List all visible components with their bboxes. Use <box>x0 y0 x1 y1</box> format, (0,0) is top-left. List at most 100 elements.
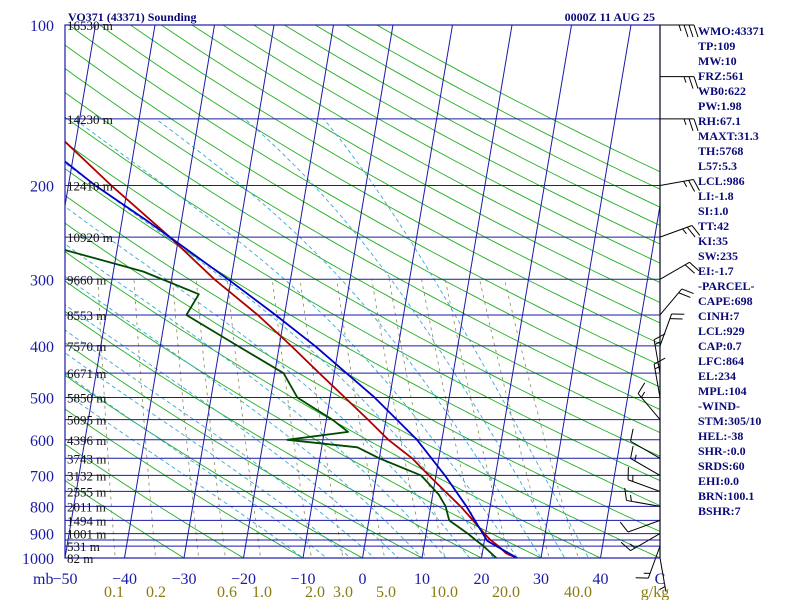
axis-prefix-label: mb <box>33 571 53 588</box>
isotherm <box>65 25 96 209</box>
dry-adiabat <box>65 443 245 558</box>
height-label: 4396 m <box>67 433 106 448</box>
moist-adiabat <box>65 392 304 558</box>
dry-adiabat <box>65 479 185 558</box>
wind-barb <box>659 288 694 316</box>
temperature-trace <box>65 140 518 558</box>
chart-title: VO371 (43371) Sounding <box>68 10 196 24</box>
moist-adiabat <box>65 329 376 558</box>
height-label: 12410 m <box>67 178 113 193</box>
mixing-ratio-label: 5.0 <box>376 584 396 600</box>
wind-barbs <box>619 24 701 592</box>
index-entry: PW:1.98 <box>698 99 742 113</box>
isotherm <box>362 25 453 558</box>
height-label: 3132 m <box>67 468 106 483</box>
index-entry: L57:5.3 <box>698 159 737 173</box>
index-entry: TH:5768 <box>698 144 743 158</box>
index-entry: LI:-1.8 <box>698 189 734 203</box>
pressure-label: 600 <box>30 433 54 450</box>
dry-adiabat <box>65 44 660 388</box>
isotherm <box>540 25 632 558</box>
dry-adiabat <box>191 25 660 284</box>
pressure-label: 700 <box>30 468 54 485</box>
index-entry: KI:35 <box>698 234 728 248</box>
isotherm <box>65 25 156 558</box>
index-entry: CAP:0.7 <box>698 339 742 353</box>
index-entry: SI:1.0 <box>698 204 728 218</box>
pressure-label: 500 <box>30 391 54 408</box>
isotherm <box>600 202 660 558</box>
dry-adiabat <box>65 408 304 558</box>
isotherm <box>481 25 572 558</box>
index-entry: LFC:864 <box>698 354 744 368</box>
dry-adiabat <box>65 280 543 558</box>
height-label: 14230 m <box>67 112 113 127</box>
dry-adiabat <box>65 116 660 457</box>
index-entry: WMO:43371 <box>698 24 765 38</box>
height-label: 1001 m <box>67 527 106 542</box>
height-label: 531 m <box>67 539 100 554</box>
index-entry: SRDS:60 <box>698 459 745 473</box>
mixing-ratio-label: g/kg <box>641 584 669 600</box>
height-label: 82 m <box>67 551 93 566</box>
index-entry: -PARCEL- <box>698 279 754 293</box>
height-label: 8553 m <box>67 308 106 323</box>
pressure-label: 800 <box>30 499 54 516</box>
pressure-label: 1000 <box>22 551 54 568</box>
pressure-label: 200 <box>30 178 54 195</box>
temperature-tick-label: 30 <box>533 571 549 588</box>
height-label: 3743 m <box>67 451 106 466</box>
mixing-ratio-label: 40.0 <box>564 584 592 600</box>
wind-barb <box>637 382 661 420</box>
pressure-label: 400 <box>30 339 54 356</box>
index-entry: CAPE:698 <box>698 294 753 308</box>
wind-barb <box>627 467 661 492</box>
mixing-ratio-labels: 0.1 0.2 0.6 1.0 2.0 3.0 5.0 10.0 20.0 40.0 g/kg <box>104 584 669 600</box>
pressure-labels: 100 200 300 400 500 600 700 800 900 1000 <box>22 18 54 568</box>
temperature-tick-label: 20 <box>474 571 490 588</box>
wind-barb <box>630 428 661 459</box>
height-label: 2011 m <box>67 499 106 514</box>
moist-adiabat <box>65 275 423 558</box>
moist-adiabat <box>65 352 352 558</box>
wind-barb <box>660 76 699 89</box>
mixing-ratio-label: 2.0 <box>305 584 325 600</box>
isotherm <box>421 25 513 558</box>
index-entry: HEL:-38 <box>698 429 743 443</box>
isotherm <box>124 25 215 558</box>
temperature-tick-label: 40 <box>593 571 609 588</box>
temperature-tick-label: −50 <box>52 571 77 588</box>
temperature-tick-label: 0 <box>359 571 367 588</box>
valid-time: 0000Z 11 AUG 25 <box>565 10 655 24</box>
dewpoint-trace <box>65 249 498 558</box>
wind-barb <box>659 225 701 238</box>
dry-adiabat <box>65 342 423 558</box>
height-labels: 16530 m 14230 m 12410 m 10920 m 9660 m 8553 m… <box>67 18 113 566</box>
index-entry: FRZ:561 <box>698 69 744 83</box>
dry-adiabat <box>65 194 660 532</box>
moist-adiabat <box>65 373 328 558</box>
index-entry: SW:235 <box>698 249 738 263</box>
dry-adiabat <box>130 25 660 324</box>
temperature-tick-label: −20 <box>231 571 256 588</box>
temperature-tick-label: 10 <box>414 571 430 588</box>
dry-adiabat <box>222 25 660 264</box>
isotherm <box>302 25 394 558</box>
wind-barb <box>635 545 661 579</box>
height-label: 6671 m <box>67 366 106 381</box>
wind-barb <box>660 118 699 132</box>
height-label: 2555 m <box>67 484 106 499</box>
temperature-tick-label: −40 <box>112 571 137 588</box>
index-entry: SHR-:0.0 <box>698 444 746 458</box>
wind-barb <box>659 557 667 592</box>
dry-adiabat <box>99 25 660 345</box>
index-entry: LCL:986 <box>698 174 745 188</box>
index-entry: CINH:7 <box>698 309 739 323</box>
wind-barb <box>620 533 661 552</box>
mixing-ratio-label: 0.1 <box>104 584 124 600</box>
index-entry: EHI:0.0 <box>698 474 739 488</box>
pressure-label: 300 <box>30 272 54 289</box>
mixing-ratio-label: 3.0 <box>333 584 353 600</box>
